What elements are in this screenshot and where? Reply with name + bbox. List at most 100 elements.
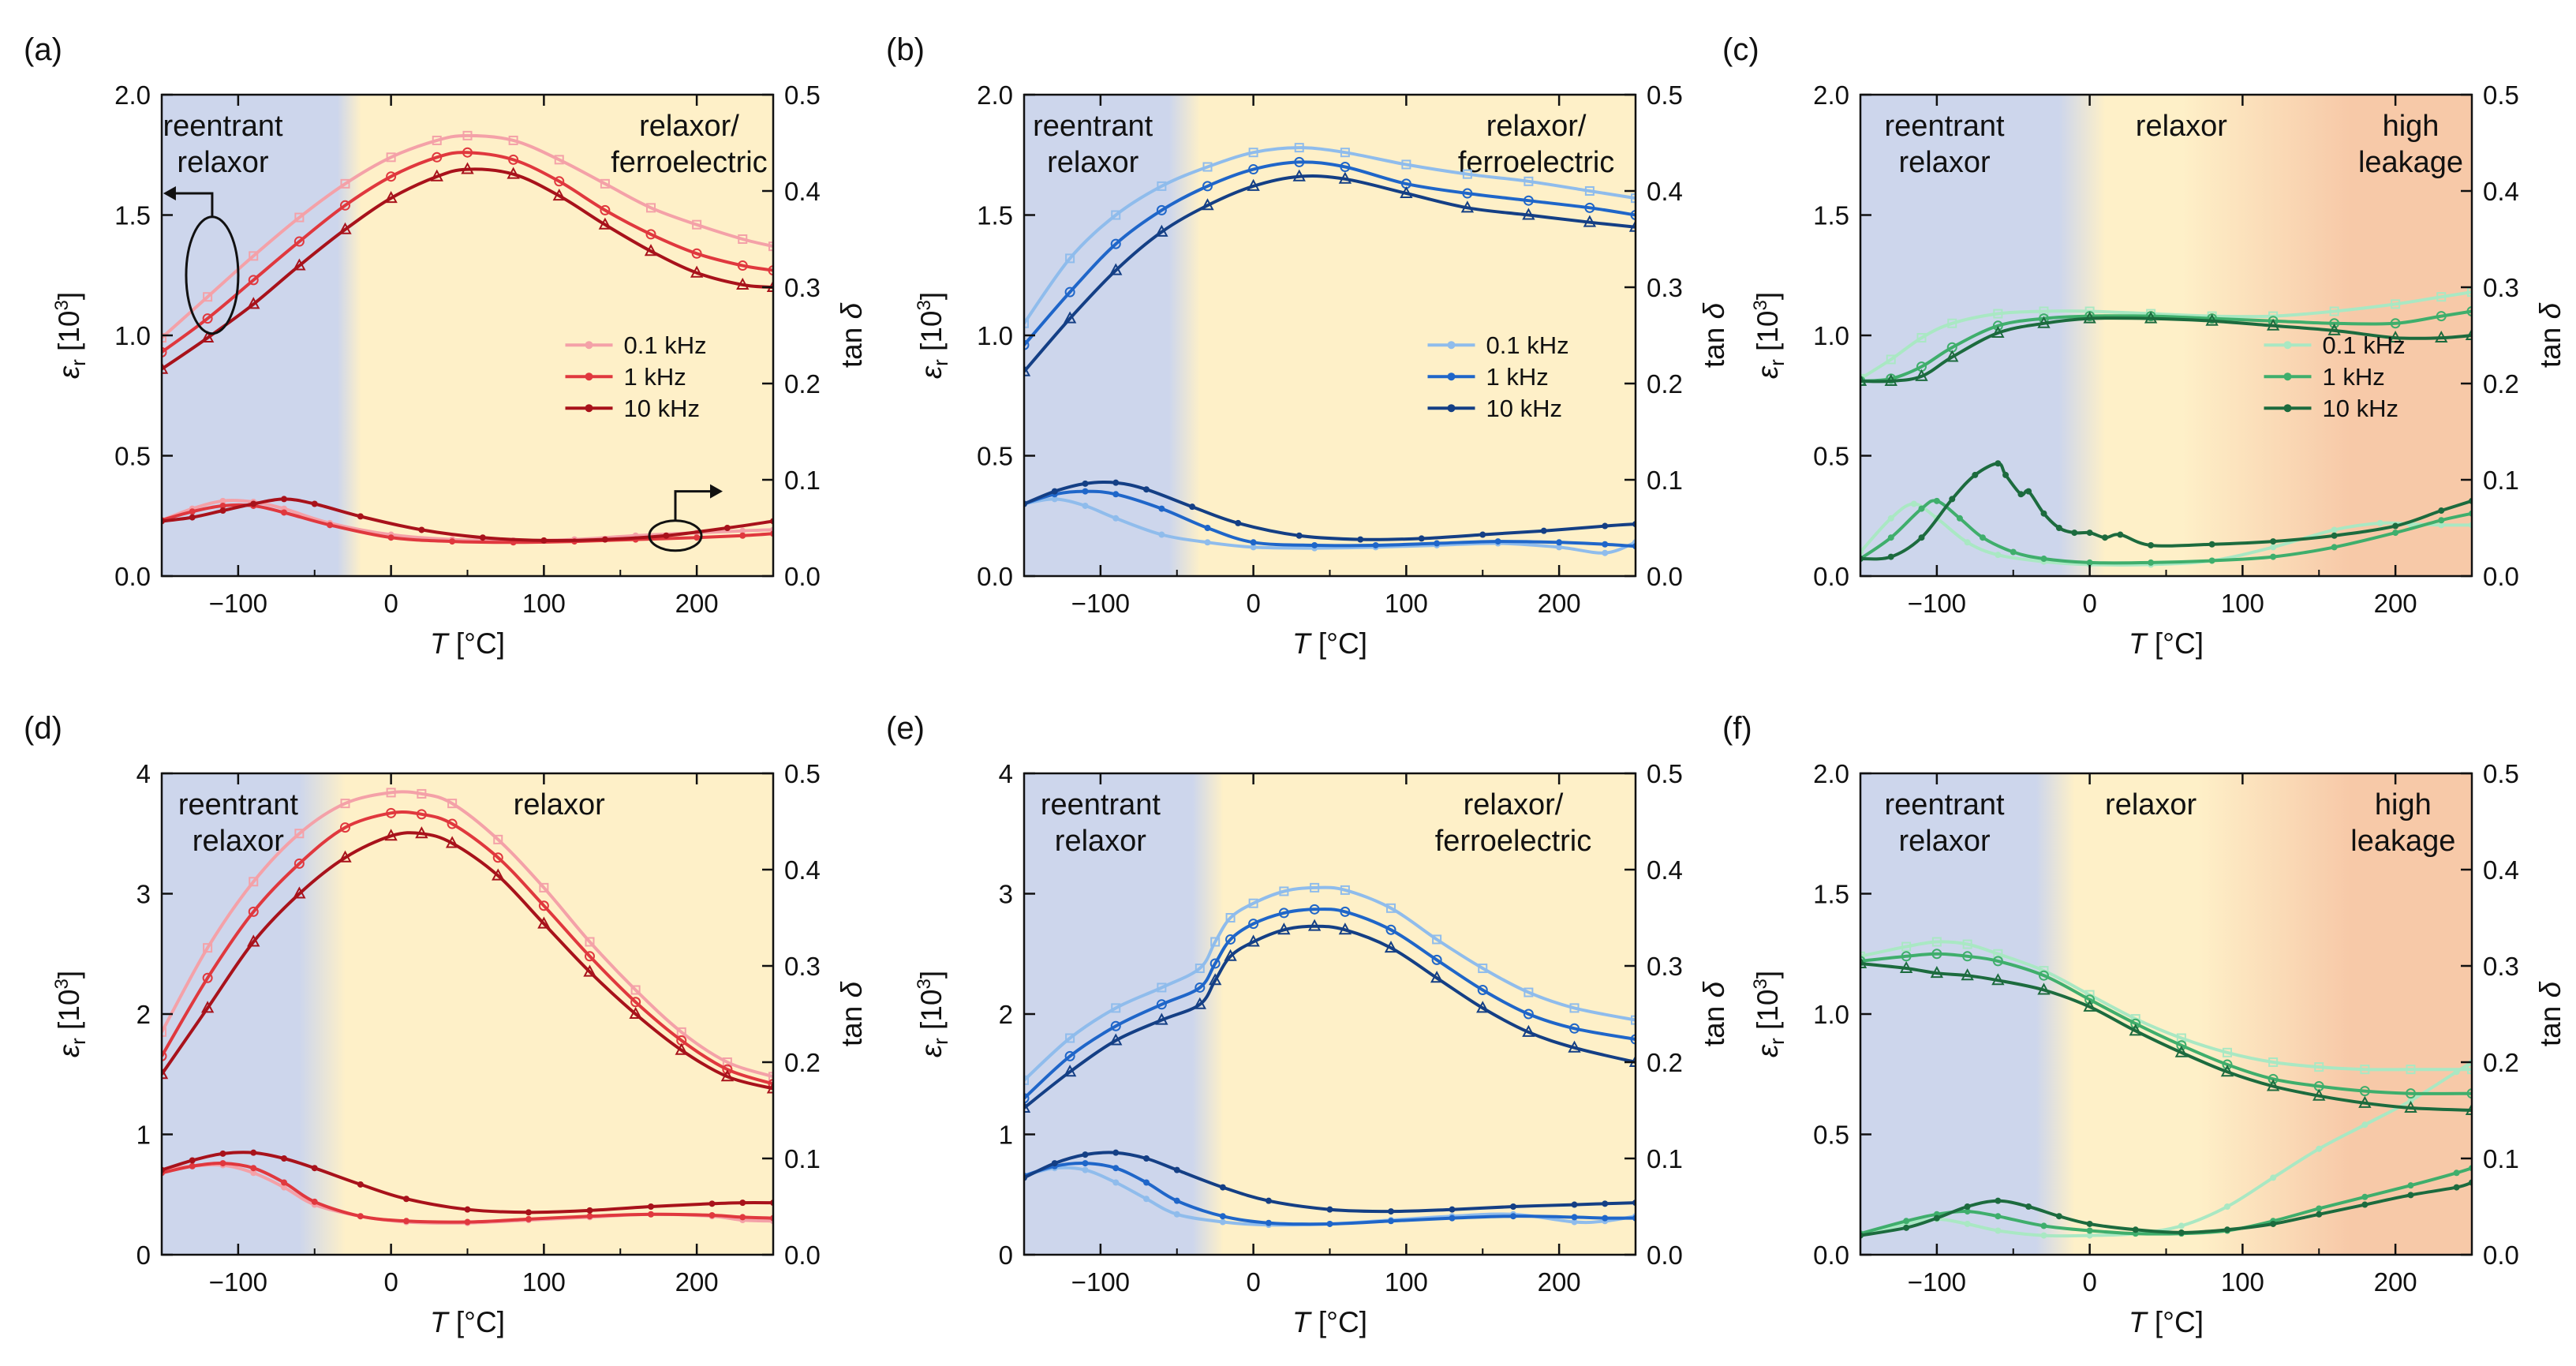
tan-line-2: [1024, 481, 1636, 541]
eps-marker-square: [1993, 309, 2003, 319]
tan-marker: [219, 1150, 226, 1157]
tan-marker: [1051, 488, 1058, 495]
legend-label: 1 kHz: [2323, 363, 2385, 391]
legend-label: 1 kHz: [624, 363, 686, 391]
y-left-tick-label: 1.5: [1813, 201, 1849, 230]
eps-marker-triangle: [2037, 316, 2051, 328]
tan-marker: [708, 1211, 716, 1218]
eps-marker-circle: [1962, 951, 1973, 962]
tan-marker: [2086, 530, 2093, 537]
eps-marker-square: [1462, 169, 1472, 179]
y-right-tick-label: 0.3: [1647, 273, 1683, 302]
tan-marker: [1173, 1197, 1180, 1204]
eps-marker-triangle: [1568, 1040, 1581, 1053]
region-blue-yellow: [337, 95, 361, 576]
y-right-axis-label: tan δ: [1698, 981, 1730, 1046]
tan-marker: [1266, 1219, 1272, 1226]
eps-marker-circle: [1209, 958, 1221, 969]
x-tick-label: −100: [1071, 1267, 1130, 1297]
tan-line-0: [1860, 502, 2472, 567]
eps-line-0: [1024, 146, 1636, 324]
tan-marker: [1602, 549, 1609, 556]
eps-marker-triangle: [492, 868, 505, 881]
tan-marker: [464, 1218, 471, 1226]
tan-marker: [1143, 1155, 1150, 1162]
tan-marker: [2270, 544, 2277, 551]
eps-marker-triangle: [537, 916, 551, 929]
tan-line-2: [162, 1151, 773, 1214]
legend-marker: [2283, 372, 2292, 381]
eps-marker-circle: [1248, 164, 1259, 175]
tan-marker: [464, 1206, 471, 1213]
eps-marker-triangle: [1307, 919, 1322, 931]
tan-marker: [1357, 536, 1364, 543]
tan-marker: [281, 496, 287, 503]
eps-marker-triangle: [1430, 971, 1444, 983]
eps-marker-square: [1294, 143, 1304, 153]
eps-marker-square: [1947, 318, 1957, 328]
region-label: high leakage: [2358, 110, 2463, 179]
y-left-tick-label: 2.0: [1813, 80, 1849, 110]
eps-marker-square: [1248, 898, 1258, 908]
y-left-axis-label: εr [103]: [51, 971, 90, 1057]
eps-marker-triangle: [1292, 169, 1306, 182]
tan-marker: [2040, 1232, 2047, 1239]
tan-marker: [2438, 507, 2445, 515]
eps-marker-square: [539, 882, 549, 893]
region-label: reentrant relaxor: [1033, 110, 1153, 179]
tan-marker: [2270, 553, 2277, 560]
legend-marker: [585, 372, 593, 381]
region-label: relaxor/ferroelectric: [611, 110, 768, 179]
y-right-tick-label: 0.1: [2483, 1144, 2519, 1173]
tan-marker: [1112, 1179, 1120, 1186]
eps-marker-circle: [2176, 1040, 2187, 1051]
tan-marker: [1219, 1184, 1226, 1191]
tan-marker: [2453, 1170, 2460, 1177]
eps-marker-square: [554, 155, 564, 165]
x-tick-label: 200: [1538, 589, 1581, 618]
eps-marker-triangle: [1961, 968, 1974, 981]
tan-marker: [1887, 553, 1894, 560]
eps-marker-triangle: [1384, 941, 1398, 953]
tan-marker: [2040, 510, 2047, 517]
tan-marker: [357, 1181, 364, 1188]
legend-marker: [585, 341, 593, 350]
eps-marker-triangle: [2037, 982, 2051, 995]
eps-marker-circle: [2466, 306, 2472, 316]
tan-line-1: [1860, 499, 2472, 565]
tan-marker: [1995, 1213, 2002, 1220]
x-axis-label: T [°C]: [430, 1306, 505, 1338]
eps-marker-square: [2391, 299, 2401, 309]
tan-marker: [1887, 515, 1894, 522]
tan-marker: [1602, 522, 1609, 530]
eps-marker-triangle: [1338, 171, 1352, 184]
tan-marker: [1143, 1196, 1150, 1203]
eps-marker-triangle: [552, 189, 566, 201]
eps-marker-triangle: [200, 330, 215, 343]
eps-marker-circle: [645, 229, 656, 240]
region-yellow: [1222, 773, 1636, 1255]
eps-marker-square: [1386, 903, 1396, 913]
eps-marker-square: [1631, 1015, 1636, 1025]
eps-marker-triangle: [338, 850, 352, 863]
eps-marker-circle: [1294, 156, 1305, 167]
eps-marker-square: [2223, 1047, 2232, 1057]
panel-label: (b): [886, 32, 925, 67]
eps-marker-circle: [2084, 994, 2096, 1005]
x-tick-label: 200: [675, 589, 719, 618]
eps-marker-triangle: [1522, 1024, 1535, 1037]
y-right-axis-label: tan δ: [836, 302, 868, 368]
tan-marker: [525, 1209, 532, 1216]
eps-marker-square: [2268, 1057, 2279, 1067]
y-left-tick-label: 2: [999, 1000, 1013, 1029]
tan-marker: [601, 536, 608, 543]
tan-marker: [2071, 530, 2078, 537]
eps-marker-square: [2329, 306, 2339, 316]
tan-marker: [2270, 1220, 2277, 1227]
eps-marker-circle: [2039, 970, 2049, 981]
tan-marker: [2208, 541, 2215, 548]
eps-marker-circle: [447, 818, 458, 829]
x-tick-label: 0: [383, 1267, 398, 1297]
panel-c: reentrant relaxor relaxor high leakage −100 0 1…: [1722, 32, 2567, 660]
tan-marker: [2331, 532, 2338, 539]
